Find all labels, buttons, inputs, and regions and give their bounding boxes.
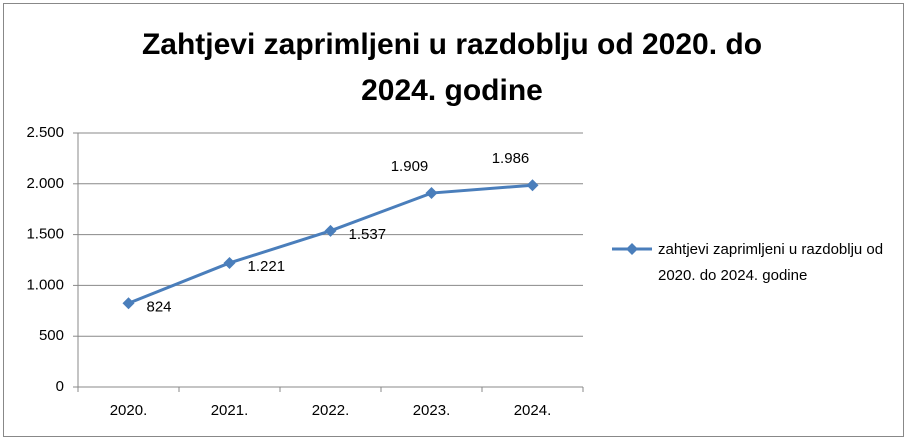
data-point <box>223 256 236 269</box>
chart-title: Zahtjevi zaprimljeni u razdoblju od 2020… <box>141 28 763 107</box>
data-label: 1.221 <box>248 258 286 275</box>
legend-marker <box>626 243 638 255</box>
y-tick-label: 1.500 <box>26 226 64 243</box>
data-point <box>526 179 539 192</box>
y-tick-label: 0 <box>56 378 64 395</box>
data-label: 824 <box>147 298 172 315</box>
data-label: 1.537 <box>349 226 387 243</box>
data-point <box>425 187 438 200</box>
chart-frame <box>3 3 904 437</box>
x-tick-label: 2021. <box>211 402 249 419</box>
y-tick-label: 1.000 <box>26 276 64 293</box>
y-tick-label: 2.500 <box>26 124 64 141</box>
x-tick-label: 2023. <box>413 402 451 419</box>
data-point <box>122 297 135 310</box>
legend-label: zahtjevi zaprimljeni u razdoblju od 2020… <box>658 241 884 284</box>
x-tick-label: 2020. <box>110 402 148 419</box>
x-tick-label: 2022. <box>312 402 350 419</box>
data-point <box>324 224 337 237</box>
y-tick-label: 2.000 <box>26 175 64 192</box>
data-label: 1.909 <box>391 158 429 175</box>
y-tick-label: 500 <box>39 327 64 344</box>
x-tick-label: 2024. <box>514 402 552 419</box>
data-label: 1.986 <box>492 150 530 167</box>
